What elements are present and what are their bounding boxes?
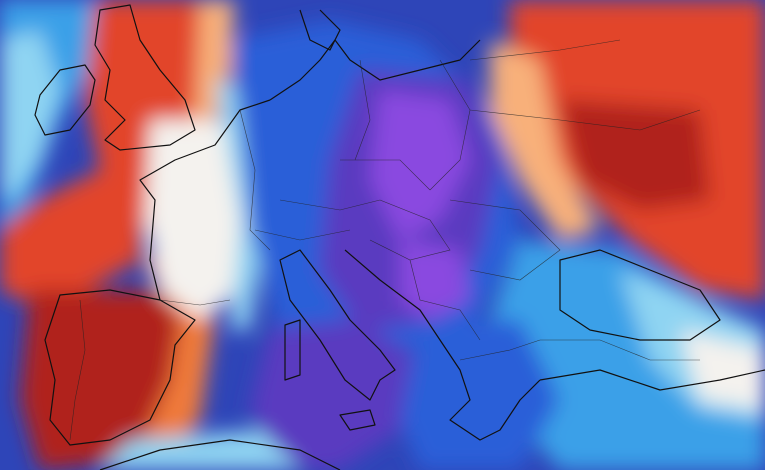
border-belarus (469, 39, 621, 61)
country-borders (69, 39, 701, 441)
border-poland-east (429, 59, 471, 191)
sardinia-coastline (284, 319, 301, 381)
denmark-coastline (299, 9, 341, 51)
balkan-coastline (344, 249, 541, 441)
border-germany-austria (279, 199, 381, 211)
atlantic-warm-tongue (0, 170, 150, 300)
eastern-edge-light (490, 40, 600, 240)
border-spain-france (159, 299, 231, 306)
ireland-coastline (34, 64, 96, 136)
black-sea-cool-region (490, 240, 765, 470)
coastlines (34, 4, 765, 470)
border-greece (459, 339, 541, 361)
mediterranean-coldest-region (250, 320, 420, 470)
core-extreme-region (370, 90, 470, 240)
border-czech (340, 159, 431, 191)
turkey-coastline (539, 369, 765, 391)
border-balkans (409, 259, 481, 341)
uk-light-region (170, 0, 235, 170)
sicily-coastline (339, 409, 376, 431)
border-romania (449, 199, 561, 281)
balkan-extreme-region (400, 240, 470, 320)
france-neutral-region (145, 120, 250, 320)
france-coastline (139, 99, 271, 301)
north-africa-coastline (99, 439, 341, 470)
border-hungary (369, 199, 451, 261)
turkey-neutral-region (680, 330, 765, 410)
black-sea-coastline (559, 249, 721, 341)
north-africa-light-region (100, 430, 300, 470)
border-france-germany (239, 109, 271, 251)
atlantic-light-region (0, 30, 60, 200)
aegean-cold-region (400, 320, 560, 470)
border-spain-portugal (69, 299, 86, 441)
great-britain-coastline (94, 4, 196, 151)
eastern-hot-region (560, 100, 710, 210)
border-ukraine (469, 109, 701, 131)
border-turkey (540, 339, 700, 361)
border-alps (254, 229, 351, 241)
border-germany-poland (354, 59, 371, 161)
italy-coastline (279, 249, 396, 401)
north-sea-coastline (269, 39, 481, 101)
